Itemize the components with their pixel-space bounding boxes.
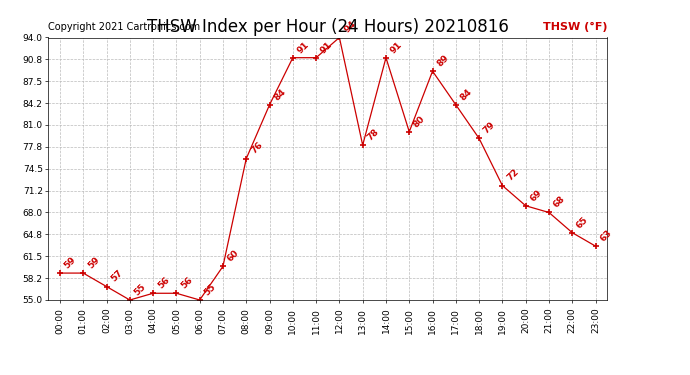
Text: 59: 59 xyxy=(86,255,101,270)
Text: 78: 78 xyxy=(366,127,381,142)
Text: 94: 94 xyxy=(342,20,357,35)
Text: 84: 84 xyxy=(273,87,288,102)
Text: 59: 59 xyxy=(63,255,78,270)
Text: THSW (°F): THSW (°F) xyxy=(543,22,607,32)
Text: 79: 79 xyxy=(482,120,497,136)
Text: 76: 76 xyxy=(249,141,264,156)
Text: Copyright 2021 Cartronics.com: Copyright 2021 Cartronics.com xyxy=(48,22,200,32)
Text: 69: 69 xyxy=(529,188,544,203)
Text: 84: 84 xyxy=(459,87,474,102)
Text: 68: 68 xyxy=(552,195,567,210)
Text: 89: 89 xyxy=(435,53,451,68)
Text: 55: 55 xyxy=(202,282,217,297)
Text: 80: 80 xyxy=(412,114,427,129)
Text: 91: 91 xyxy=(319,40,334,55)
Text: 91: 91 xyxy=(388,40,404,55)
Text: 91: 91 xyxy=(295,40,311,55)
Text: 55: 55 xyxy=(132,282,148,297)
Text: 56: 56 xyxy=(156,275,171,291)
Text: 72: 72 xyxy=(505,168,520,183)
Text: 65: 65 xyxy=(575,215,590,230)
Text: 63: 63 xyxy=(598,228,613,243)
Text: 56: 56 xyxy=(179,275,195,291)
Title: THSW Index per Hour (24 Hours) 20210816: THSW Index per Hour (24 Hours) 20210816 xyxy=(147,18,509,36)
Text: 57: 57 xyxy=(109,268,125,284)
Text: 60: 60 xyxy=(226,249,241,264)
